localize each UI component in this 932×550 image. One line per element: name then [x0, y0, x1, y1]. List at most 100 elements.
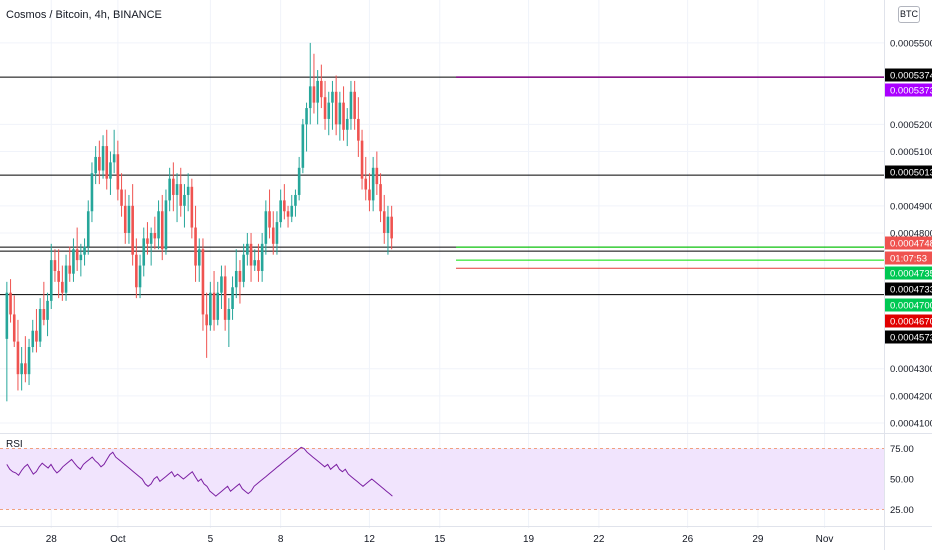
candle — [142, 227, 146, 277]
rsi-band — [0, 448, 884, 510]
candle-body — [183, 194, 186, 206]
candle-body — [249, 243, 253, 266]
candle — [253, 249, 257, 271]
candle-body — [146, 238, 149, 244]
candle — [305, 102, 308, 152]
candle-body — [209, 292, 212, 326]
y-tick-label: 0.0004800 — [890, 228, 932, 239]
candle-body — [31, 330, 35, 348]
candle — [72, 238, 75, 282]
y-tick-label: 0.0005500 — [890, 38, 932, 49]
candle — [271, 211, 275, 255]
candle-body — [353, 91, 356, 119]
candle — [205, 292, 208, 358]
candle — [260, 232, 264, 282]
candle-body — [153, 232, 157, 239]
price-label: 0.0004748 — [890, 239, 932, 250]
candle-body — [357, 118, 360, 141]
candle-body — [360, 140, 364, 179]
candle — [290, 194, 294, 223]
candle — [46, 292, 49, 337]
candle — [331, 80, 334, 130]
horizontal-lines — [0, 76, 884, 296]
candle-body — [75, 249, 79, 261]
candle-body — [112, 154, 116, 163]
candle — [283, 184, 286, 220]
candle — [90, 162, 94, 223]
candle-body — [101, 146, 105, 171]
candle — [79, 243, 83, 277]
candle-body — [16, 341, 20, 375]
currency-badge[interactable]: BTC — [898, 6, 920, 23]
candle-body — [238, 270, 242, 282]
candle — [227, 298, 231, 348]
candle — [312, 53, 316, 114]
candle — [338, 91, 342, 141]
candle-body — [264, 211, 268, 244]
candle-body — [83, 246, 86, 255]
candle-body — [316, 80, 319, 103]
candle-body — [164, 200, 168, 250]
candle-body — [123, 205, 127, 233]
candle-body — [175, 184, 179, 195]
rsi-tick-label: 25.00 — [890, 505, 914, 516]
candle-body — [20, 363, 23, 375]
candle-body — [27, 347, 31, 375]
symbol-title: Cosmos / Bitcoin, 4h, BINANCE — [6, 9, 162, 21]
candle-body — [331, 91, 334, 103]
candle — [294, 189, 297, 217]
candle-body — [131, 205, 134, 255]
candle-body — [379, 184, 382, 212]
candle — [53, 249, 57, 282]
candle — [220, 265, 223, 309]
candle-body — [390, 216, 393, 239]
candle-body — [257, 260, 260, 271]
candle — [27, 338, 31, 386]
price-label-bg — [885, 68, 932, 82]
candle-body — [49, 260, 53, 301]
candle — [186, 173, 190, 212]
candle-body — [253, 260, 257, 266]
candle — [149, 227, 153, 266]
candle — [223, 265, 227, 331]
candle-body — [371, 167, 375, 201]
candle-body — [68, 265, 72, 274]
x-tick-label: 12 — [364, 534, 376, 545]
candle — [135, 238, 138, 299]
candle — [109, 151, 112, 195]
candle-body — [61, 281, 64, 293]
candle — [175, 173, 179, 223]
grid — [0, 0, 884, 528]
candle-body — [35, 330, 38, 342]
candle — [157, 200, 160, 250]
candle — [20, 347, 23, 391]
price-label-bg — [885, 298, 932, 312]
candle — [371, 156, 375, 212]
candle-body — [382, 211, 386, 233]
candle-body — [308, 86, 312, 109]
price-label-bg — [885, 83, 932, 97]
candle-body — [38, 308, 42, 342]
candle-body — [138, 265, 142, 288]
candle — [49, 243, 53, 309]
candle-body — [142, 238, 146, 266]
candle — [390, 205, 393, 250]
candle — [24, 336, 27, 383]
candle-body — [120, 189, 123, 206]
candle-body — [223, 276, 227, 320]
price-label: 01:07:53 — [890, 254, 927, 265]
candle — [38, 298, 42, 348]
candle — [308, 42, 312, 125]
candle — [327, 91, 331, 136]
candle — [316, 70, 319, 125]
price-label: 0.0004700 — [890, 301, 932, 312]
candle — [197, 238, 201, 282]
rsi-tick-label: 75.00 — [890, 444, 914, 455]
candle — [86, 200, 90, 255]
candle-body — [345, 118, 349, 130]
candle-body — [327, 102, 331, 119]
candle — [349, 80, 353, 130]
candle-body — [260, 243, 264, 271]
